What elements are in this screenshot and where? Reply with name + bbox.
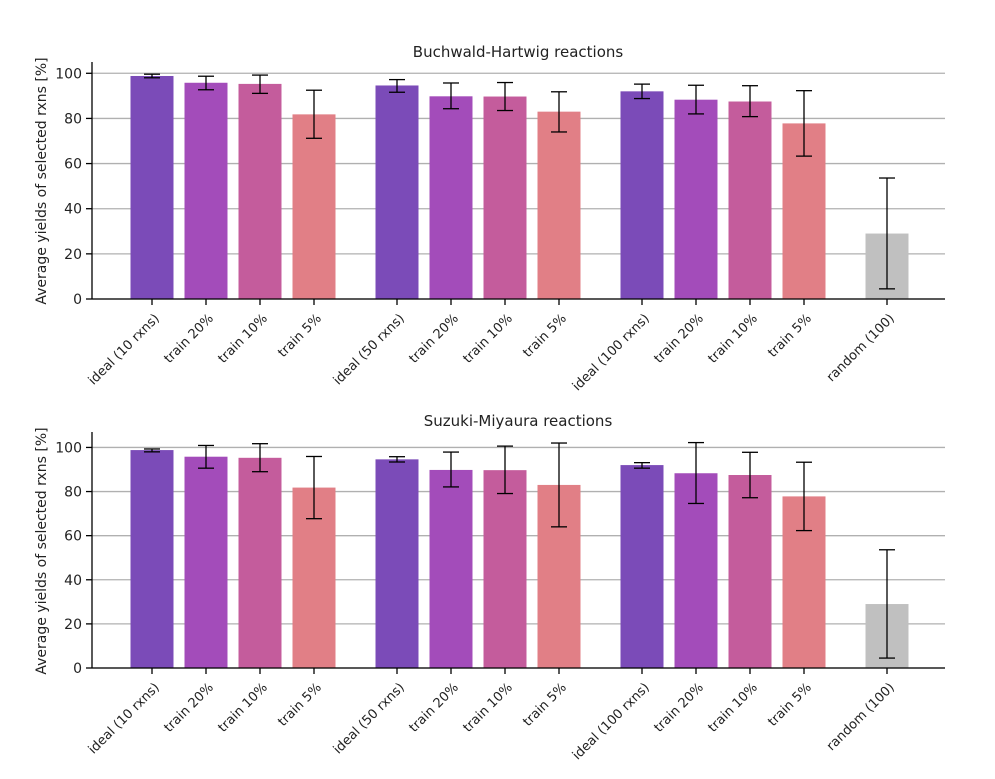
bar: [184, 82, 228, 299]
x-tick-label: ideal (100 rxns): [570, 311, 653, 394]
bar: [483, 96, 527, 299]
x-tick-label: train 5%: [765, 680, 815, 730]
y-tick-label: 0: [73, 292, 82, 308]
bar: [483, 470, 527, 668]
x-tick-label: train 5%: [275, 680, 325, 730]
bar: [728, 101, 772, 299]
x-tick-label: ideal (50 rxns): [331, 680, 408, 757]
bar: [238, 457, 282, 668]
x-tick-label: train 20%: [406, 680, 461, 735]
x-tick-label: train 5%: [520, 311, 570, 361]
x-tick-label: train 20%: [161, 680, 216, 735]
y-tick-label: 60: [64, 157, 82, 173]
x-tick-label: ideal (10 rxns): [86, 680, 163, 757]
x-tick-label: train 10%: [705, 680, 760, 735]
x-tick-label: train 20%: [406, 311, 461, 366]
y-tick-label: 100: [55, 66, 82, 82]
y-tick-label: 20: [64, 247, 82, 263]
x-tick-label: train 5%: [520, 680, 570, 730]
x-tick-label: ideal (10 rxns): [86, 311, 163, 388]
bar: [674, 473, 718, 668]
y-tick-label: 20: [64, 617, 82, 633]
x-tick-label: train 10%: [215, 680, 270, 735]
bar: [620, 91, 664, 299]
bar: [728, 475, 772, 668]
chart-title: Suzuki-Miyaura reactions: [424, 412, 613, 430]
x-tick-label: random (100): [824, 680, 898, 754]
y-tick-label: 60: [64, 529, 82, 545]
bar: [620, 465, 664, 668]
x-tick-label: train 20%: [651, 680, 706, 735]
chart-suzuki-miyaura: Suzuki-Miyaura reactions Average yields …: [34, 412, 945, 763]
y-tick-label: 80: [64, 485, 82, 501]
y-tick-label: 40: [64, 573, 82, 589]
bar: [130, 75, 174, 299]
x-tick-label: train 10%: [705, 311, 760, 366]
x-tick-label: random (100): [824, 311, 898, 385]
bar: [429, 469, 473, 668]
bar: [184, 456, 228, 668]
bar: [429, 96, 473, 300]
y-tick-label: 0: [73, 661, 82, 677]
bar: [537, 111, 581, 300]
x-tick-label: train 5%: [275, 311, 325, 361]
bar: [130, 450, 174, 668]
y-tick-label: 100: [55, 440, 82, 456]
y-tick-label: 80: [64, 111, 82, 127]
chart-buchwald-hartwig: Buchwald-Hartwig reactions Average yield…: [34, 43, 945, 394]
x-tick-label: ideal (100 rxns): [570, 680, 653, 763]
chart-title: Buchwald-Hartwig reactions: [413, 43, 624, 61]
x-tick-label: train 10%: [460, 680, 515, 735]
x-tick-label: train 20%: [161, 311, 216, 366]
x-tick-label: train 10%: [215, 311, 270, 366]
x-tick-label: ideal (50 rxns): [331, 311, 408, 388]
y-tick-label: 40: [64, 202, 82, 218]
bar: [674, 99, 718, 300]
y-axis-label: Average yields of selected rxns [%]: [34, 427, 50, 674]
bar: [375, 459, 419, 668]
x-tick-label: train 10%: [460, 311, 515, 366]
x-tick-label: train 20%: [651, 311, 706, 366]
bar: [292, 114, 336, 299]
x-tick-label: train 5%: [765, 311, 815, 361]
y-axis-label: Average yields of selected rxns [%]: [34, 57, 50, 304]
bar: [238, 83, 282, 299]
bar: [375, 85, 419, 299]
